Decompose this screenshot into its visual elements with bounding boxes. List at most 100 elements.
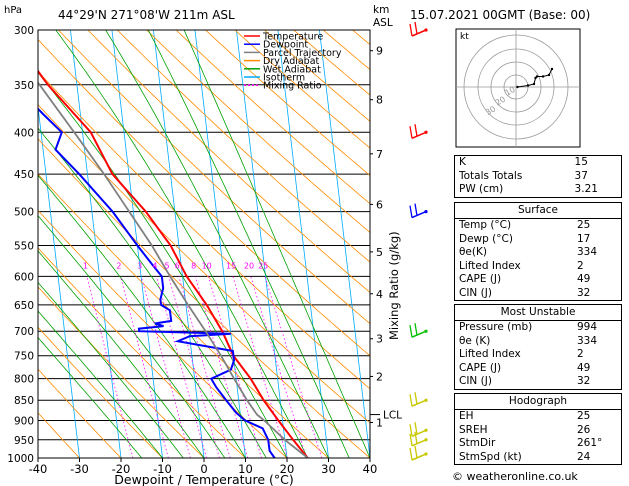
surface-label: Temp (°C) <box>459 219 512 231</box>
wind-barb-station <box>424 398 428 402</box>
surface-label: θe(K) <box>459 246 487 258</box>
surface-label: CAPE (J) <box>459 273 502 285</box>
mu-value: 994 <box>577 321 598 333</box>
wind-barb-station <box>424 329 428 333</box>
isotherm-line <box>277 30 329 458</box>
wind-barb-station <box>424 209 428 214</box>
dewpoint-profile <box>38 107 276 458</box>
mixing-ratio-label: 2 <box>116 261 121 270</box>
mixing-ratio-line <box>140 276 191 458</box>
mixing-ratio-label: 8 <box>191 261 196 270</box>
mixing-ratio-label: 10 <box>202 261 212 270</box>
mu-label: θe (K) <box>459 334 491 347</box>
wind-barb-shaft <box>411 210 427 219</box>
mixing-ratio-label: 25 <box>258 261 268 270</box>
index-row-pw: PW (cm) 3.21 <box>455 183 621 197</box>
pressure-tick-label: 800 <box>14 374 34 386</box>
hodo-label: StmDir <box>459 437 496 449</box>
hodograph-ring-label: 10 <box>504 85 517 98</box>
mixing-ratio-line <box>194 276 248 458</box>
dry-adiabat-line <box>38 286 205 458</box>
pressure-tick-label: 650 <box>14 300 34 312</box>
dry-adiabat-line <box>87 30 370 294</box>
surface-table: Surface Temp (°C) 25 Dewp (°C) 17 θe(K) 334… <box>454 202 622 301</box>
surface-row: Temp (°C) 25 <box>455 219 621 233</box>
index-value: 3.21 <box>574 183 598 195</box>
surface-row: Lifted Index 2 <box>455 260 621 274</box>
x-tick-label: -30 <box>70 462 89 476</box>
surface-label: Lifted Index <box>459 259 521 272</box>
mixing-ratio-label: 1 <box>83 261 88 270</box>
pressure-tick-label: 450 <box>14 169 34 181</box>
mu-label: CIN (J) <box>459 375 492 387</box>
dry-adiabat-line <box>117 30 370 263</box>
wind-barb-flag <box>414 431 418 444</box>
wind-barb-station <box>424 130 428 134</box>
wind-barb-flag <box>409 325 413 338</box>
hodo-row: StmSpd (kt) 24 <box>455 451 621 465</box>
mu-row: Pressure (mb) 994 <box>455 321 621 335</box>
wet-adiabat-line <box>147 30 350 458</box>
mixing-ratio-label: 4 <box>152 261 157 270</box>
pressure-tick-label: 700 <box>14 326 34 338</box>
dry-adiabat-line <box>38 104 370 424</box>
mu-value: 49 <box>577 361 591 374</box>
mixing-ratio-label: 5 <box>165 261 170 270</box>
wind-barb-shaft <box>411 429 427 437</box>
wind-barb-flag <box>414 323 418 336</box>
mixing-ratio-label: 15 <box>226 261 236 270</box>
isotherm-line <box>194 30 246 458</box>
mixing-ratio-label: 6 <box>175 261 180 270</box>
mu-value: 32 <box>577 375 591 387</box>
wet-adiabat-line <box>55 30 309 458</box>
plot-area <box>38 30 370 458</box>
parcel-trajectory <box>38 81 309 458</box>
wind-barb-station <box>424 28 428 32</box>
mixing-ratio-label: 3 <box>137 261 142 270</box>
hodograph-point <box>516 85 519 89</box>
mixing-ratio-label: 20 <box>244 261 254 270</box>
x-tick-label: 0 <box>200 462 207 476</box>
index-value: 15 <box>574 156 588 168</box>
index-label: K <box>459 156 466 168</box>
pressure-tick-label: 600 <box>14 271 34 283</box>
km-tick-label: 8 <box>376 94 383 107</box>
surface-value: 2 <box>577 259 584 272</box>
mixing-ratio-line <box>156 276 207 458</box>
credit-text: © weatheronline.co.uk <box>452 470 578 483</box>
dry-adiabat-line <box>38 138 370 458</box>
hodograph-point <box>550 67 554 71</box>
pressure-tick-label: 850 <box>14 395 34 407</box>
hodograph-point <box>535 75 539 78</box>
location-header: 44°29'N 271°08'W 211m ASL <box>58 8 235 22</box>
surface-row: CAPE (J) 49 <box>455 273 621 287</box>
surface-value: 334 <box>577 246 598 258</box>
surface-title: Surface <box>517 204 558 216</box>
index-row-k: K 15 <box>455 156 621 170</box>
wind-barb-flag <box>414 203 418 216</box>
hodo-label: StmSpd (kt) <box>459 450 522 463</box>
dry-adiabat-line <box>38 412 80 458</box>
x-tick-label: 10 <box>238 462 253 476</box>
hodograph-point <box>532 82 536 86</box>
wind-barb-flag <box>409 433 413 446</box>
wet-adiabat-line <box>38 250 205 458</box>
index-label: PW (cm) <box>459 183 504 195</box>
datetime-header: 15.07.2021 00GMT (Base: 00) <box>410 8 591 22</box>
surface-value: 49 <box>577 273 591 285</box>
pressure-tick-label: 350 <box>14 80 34 92</box>
index-value: 37 <box>574 169 588 182</box>
dry-adiabat-line <box>175 30 370 205</box>
x-tick-label: -10 <box>153 462 172 476</box>
most-unstable-title: Most Unstable <box>500 306 576 318</box>
wind-barb-flag <box>414 445 418 459</box>
x-tick-label: 20 <box>280 462 295 476</box>
legend-label: Dry Adiabat <box>263 56 320 67</box>
hodo-label: SREH <box>459 423 488 436</box>
mixing-ratio-line <box>168 276 220 458</box>
dry-adiabat-line <box>146 30 370 233</box>
wind-barb-station <box>424 428 428 432</box>
wet-adiabat-line <box>38 127 267 458</box>
wind-barb-station <box>424 452 428 456</box>
hodo-row: SREH 26 <box>455 424 621 438</box>
